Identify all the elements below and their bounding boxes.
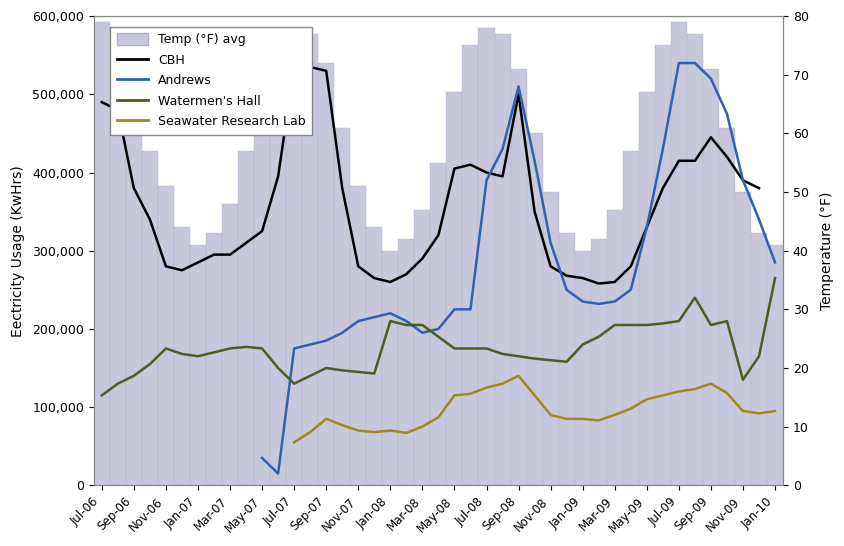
Bar	[94, 22, 110, 485]
Bar	[398, 239, 414, 485]
Bar	[734, 192, 750, 485]
Bar	[574, 251, 590, 485]
Bar	[654, 45, 670, 485]
Legend: Temp (°F) avg, CBH, Andrews, Watermen's Hall, Seawater Research Lab: Temp (°F) avg, CBH, Andrews, Watermen's …	[111, 27, 311, 134]
Bar	[766, 245, 782, 485]
Bar	[430, 163, 446, 485]
Bar	[222, 204, 238, 485]
Y-axis label: Temperature (°F): Temperature (°F)	[819, 192, 833, 310]
Bar	[334, 128, 350, 485]
Bar	[542, 192, 558, 485]
Bar	[446, 92, 462, 485]
Bar	[622, 151, 638, 485]
Bar	[126, 92, 142, 485]
Bar	[590, 239, 606, 485]
Bar	[270, 45, 286, 485]
Bar	[365, 227, 381, 485]
Bar	[142, 151, 158, 485]
Bar	[110, 34, 126, 485]
Bar	[670, 22, 686, 485]
Bar	[206, 233, 222, 485]
Bar	[381, 251, 398, 485]
Bar	[510, 69, 526, 485]
Bar	[414, 210, 430, 485]
Bar	[702, 69, 718, 485]
Bar	[302, 34, 318, 485]
Bar	[686, 34, 702, 485]
Bar	[350, 186, 365, 485]
Bar	[286, 28, 302, 485]
Y-axis label: Eectricity Usage (KwHrs): Eectricity Usage (KwHrs)	[11, 165, 25, 336]
Bar	[462, 45, 478, 485]
Bar	[558, 233, 574, 485]
Bar	[238, 151, 254, 485]
Bar	[174, 227, 190, 485]
Bar	[638, 92, 654, 485]
Bar	[750, 233, 766, 485]
Bar	[494, 34, 510, 485]
Bar	[158, 186, 174, 485]
Bar	[478, 28, 494, 485]
Bar	[718, 128, 734, 485]
Bar	[318, 63, 334, 485]
Bar	[254, 92, 270, 485]
Bar	[606, 210, 622, 485]
Bar	[526, 133, 542, 485]
Bar	[190, 245, 206, 485]
